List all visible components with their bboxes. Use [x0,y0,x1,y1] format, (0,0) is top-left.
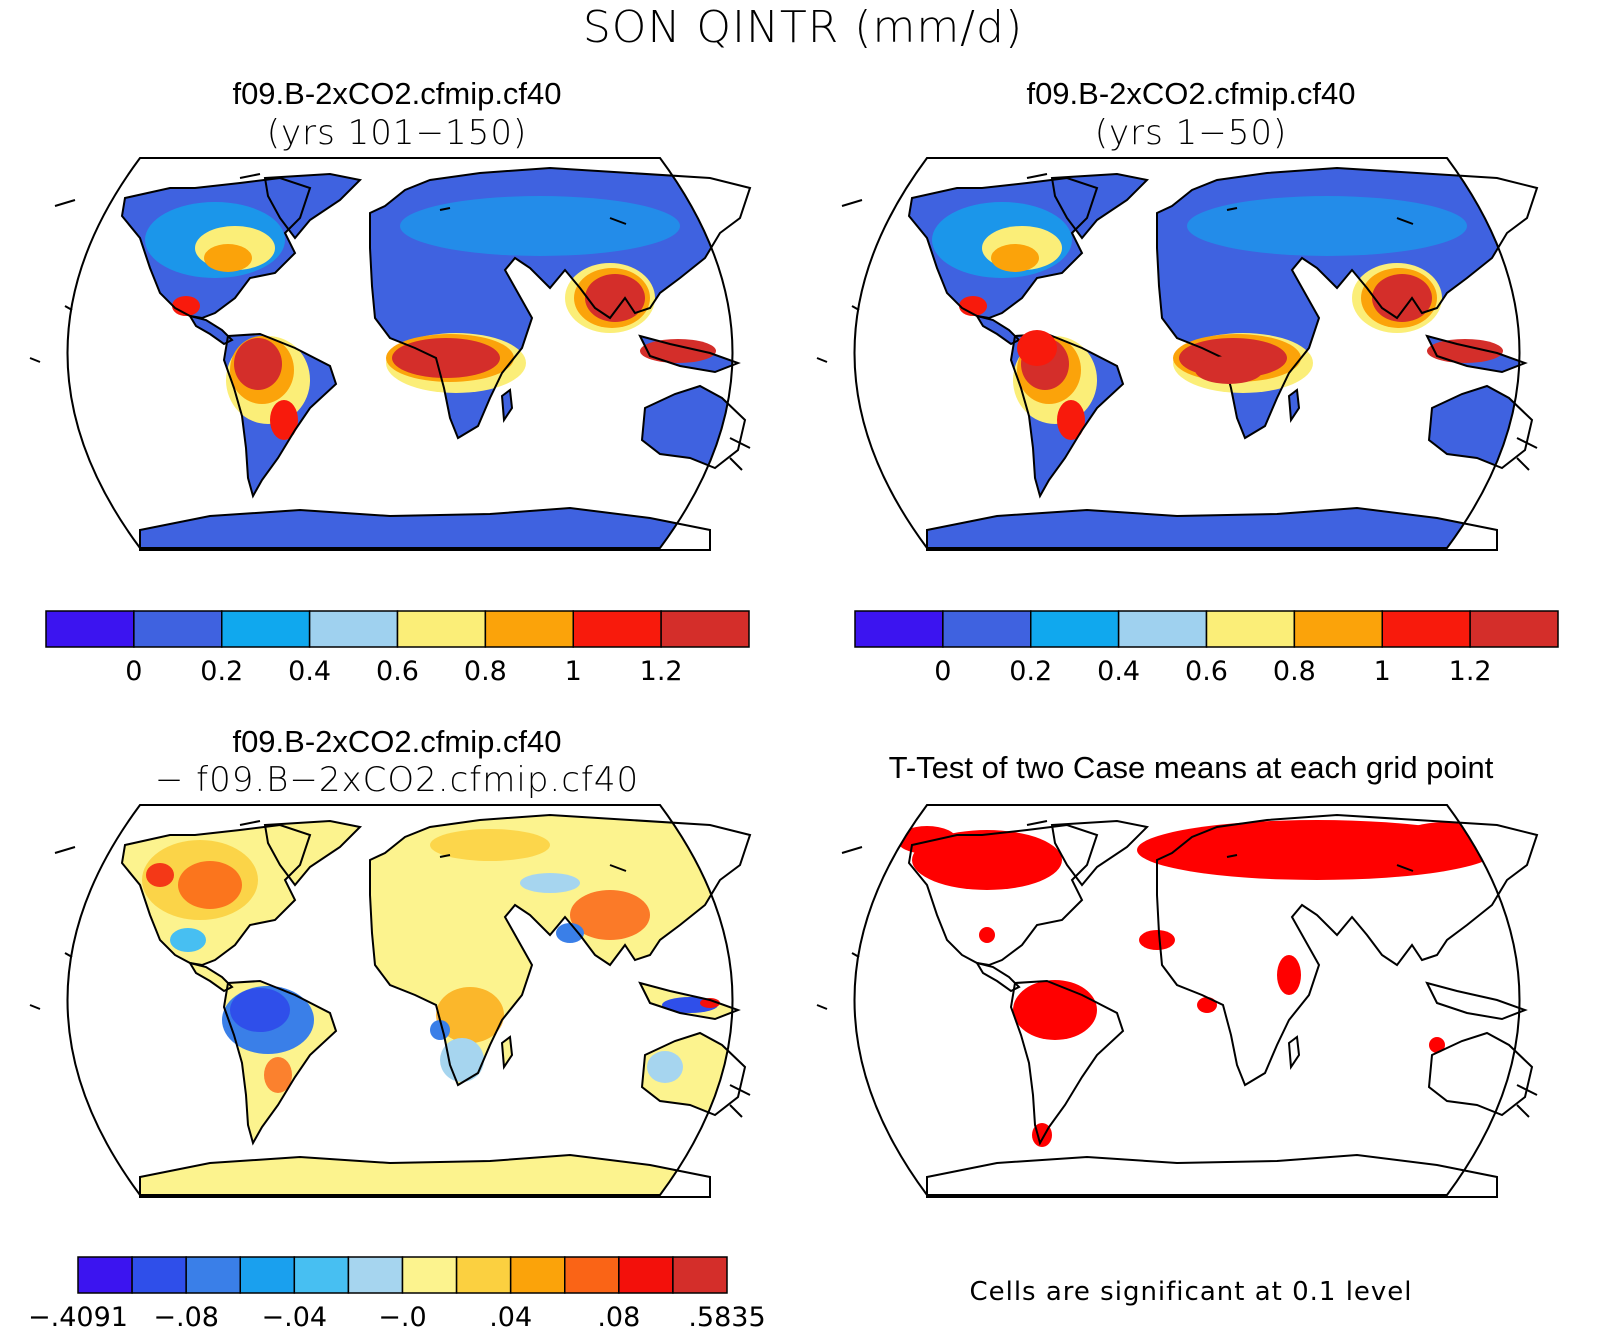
colorbar-label: 0.6 [376,656,419,687]
colorbar-label: 0.4 [288,656,331,687]
colorbar-swatch [660,610,750,648]
colorbar-swatch [1381,610,1471,648]
colorbar-swatch [185,1256,242,1294]
panel-title-bottom-right: T-Test of two Case means at each grid po… [888,750,1494,785]
colorbar-swatch [618,1256,674,1294]
map-top-left [30,158,750,550]
colorbar-swatch [1469,610,1559,648]
colorbar-swatch [509,1256,566,1294]
figure-title: SON QINTR (mm/d) [582,2,1024,53]
colorbar-swatch [572,610,662,648]
colorbar-label: 0.8 [464,656,507,687]
colorbar-swatch [396,610,487,648]
colorbar-swatch [672,1256,728,1294]
map-top-right [817,158,1537,550]
colorbar-swatch [854,610,944,648]
colorbar-label: .5835 [688,1302,765,1327]
colorbar-label: −.4091 [28,1302,128,1327]
colorbar-swatch [308,610,399,648]
colorbar-swatch [131,1256,187,1294]
panel-title-bottom-left: f09.B-2xCO2.cfmip.cf40 [232,724,562,759]
colorbar-swatch [45,610,135,648]
colorbar-label: 0.6 [1185,656,1228,687]
panel-title-top-right: f09.B-2xCO2.cfmip.cf40 [1026,76,1356,111]
colorbar-swatch [1030,610,1120,648]
colorbar-label: 0.4 [1097,656,1140,687]
colorbar-swatch [455,1256,512,1294]
colorbar-label: 0 [125,656,142,687]
colorbar-label: 0 [934,656,951,687]
panel-title-top-left: f09.B-2xCO2.cfmip.cf40 [232,76,562,111]
colorbar-swatch [221,610,311,648]
colorbar-swatch [942,610,1032,648]
colorbar-swatch [133,610,223,648]
map-bottom-right [817,805,1537,1197]
colorbar-swatch [401,1256,458,1294]
panel-subtitle-top-right: (yrs 1−50) [1094,113,1288,153]
colorbar-swatch [564,1256,620,1294]
colorbar-swatch [484,610,574,648]
colorbar-label: .08 [597,1302,640,1327]
colorbar-label: 1.2 [1449,656,1492,687]
colorbar-swatch [1205,610,1296,648]
colorbar-label: 1 [1374,656,1391,687]
colorbar-swatch [1117,610,1208,648]
colorbar-label: 0.8 [1273,656,1316,687]
colorbar-label: .04 [489,1302,532,1327]
map-bottom-left [30,805,750,1197]
colorbar-swatch [293,1256,350,1294]
panel-subtitle-bottom-left: − f09.B−2xCO2.cfmip.cf40 [154,760,640,800]
colorbar-swatch [77,1256,133,1294]
colorbar-swatch [347,1256,404,1294]
colorbar-label: 0.2 [200,656,243,687]
colorbar-label: −.04 [262,1302,328,1327]
colorbar-swatch [239,1256,296,1294]
colorbar-label: −.08 [153,1302,219,1327]
colorbar-label: 1.2 [640,656,683,687]
colorbar-label: −.0 [378,1302,426,1327]
colorbar-label: 0.2 [1009,656,1052,687]
colorbar-label: 1 [565,656,582,687]
significance-footnote: Cells are significant at 0.1 level [969,1277,1413,1307]
colorbar-swatch [1293,610,1383,648]
panel-subtitle-top-left: (yrs 101−150) [266,113,528,153]
